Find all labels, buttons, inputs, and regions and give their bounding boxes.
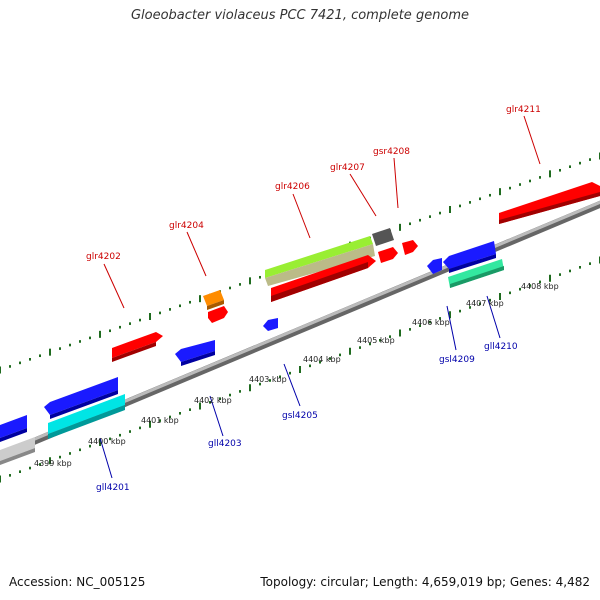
gene-label-glr4204[interactable]: glr4204 [169, 221, 204, 231]
feature-gll4201[interactable] [48, 394, 125, 439]
gene-label-gll4210[interactable]: gll4210 [484, 342, 518, 352]
scale-label-4400: 4400 kbp [88, 437, 126, 446]
feature-gsl4205[interactable] [263, 318, 278, 331]
feature-gsl4209[interactable] [427, 258, 442, 274]
gene-label-gll4201[interactable]: gll4201 [96, 483, 130, 493]
feature-glr4204[interactable] [208, 306, 228, 323]
scale-label-4401: 4401 kbp [141, 416, 179, 425]
gene-label-gsl4209[interactable]: gsl4209 [439, 355, 475, 365]
gene-label-glr4202[interactable]: glr4202 [86, 252, 121, 262]
scale-label-4402: 4402 kbp [194, 396, 232, 405]
feature-blue-right[interactable] [443, 241, 496, 273]
scale-label-4407: 4407 kbp [466, 299, 504, 308]
gene-label-glr4211[interactable]: glr4211 [506, 105, 541, 115]
genome-summary: Topology: circular; Length: 4,659,019 bp… [260, 575, 590, 589]
feature-gray-edge[interactable] [0, 437, 35, 465]
gene-label-gsl4205[interactable]: gsl4205 [282, 411, 318, 421]
scale-label-4408: 4408 kbp [521, 282, 559, 291]
feature-glr4202[interactable] [112, 332, 163, 362]
scale-labels: 4399 kbp 4400 kbp 4401 kbp 4402 kbp 4403… [34, 282, 559, 468]
accession-label: Accession: NC_005125 [9, 575, 146, 589]
feature-gll4203[interactable] [175, 340, 215, 366]
scale-label-4406: 4406 kbp [412, 318, 450, 327]
label-leaders [99, 115, 541, 479]
scale-label-4404: 4404 kbp [303, 355, 341, 364]
feature-blue-edge[interactable] [0, 415, 27, 442]
reverse-tick-row [0, 256, 600, 483]
feature-glr4204-orange[interactable] [203, 290, 224, 310]
feature-blue-left[interactable] [44, 377, 118, 419]
scale-label-4399: 4399 kbp [34, 459, 72, 468]
feature-gsr4208[interactable] [372, 228, 394, 246]
gene-label-gsr4208[interactable]: gsr4208 [373, 147, 410, 157]
gene-label-gll4203[interactable]: gll4203 [208, 439, 242, 449]
feature-glr4206-yellowgreen[interactable] [265, 236, 375, 286]
genome-backbone [0, 200, 600, 460]
gene-label-glr4206[interactable]: glr4206 [275, 182, 310, 192]
feature-glr4206[interactable] [271, 255, 376, 302]
gene-label-glr4207[interactable]: glr4207 [330, 163, 365, 173]
scale-label-4403: 4403 kbp [249, 375, 287, 384]
feature-glr4207[interactable] [378, 247, 398, 263]
gene-labels: gll4201 glr4202 gll4203 glr4204 gsl4205 … [86, 105, 541, 493]
map-title: Gloeobacter violaceus PCC 7421, complete… [130, 8, 470, 23]
feature-track [0, 182, 600, 465]
feature-glr4211[interactable] [499, 182, 600, 224]
scale-label-4405: 4405 kbp [357, 336, 395, 345]
feature-gll4210[interactable] [448, 259, 504, 288]
feature-red-small[interactable] [402, 240, 418, 255]
